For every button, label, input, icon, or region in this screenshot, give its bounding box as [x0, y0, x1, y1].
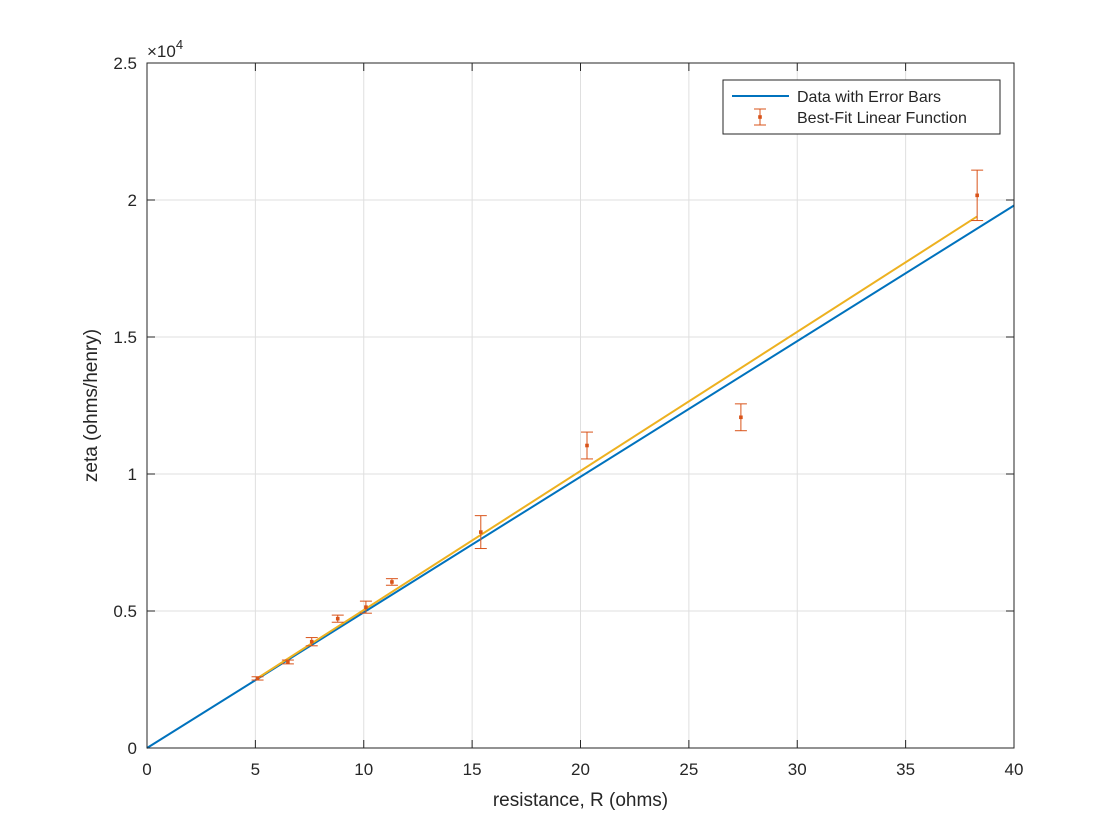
x-tick-label: 0: [142, 760, 151, 779]
legend-entry-best-fit-linear-function: Best-Fit Linear Function: [797, 110, 967, 127]
y-exponent-base: ×10: [147, 42, 176, 61]
x-tick-label: 25: [679, 760, 698, 779]
errorbar-point: [385, 578, 398, 586]
x-tick-label: 10: [354, 760, 373, 779]
errorbar-point: [359, 600, 372, 614]
y-axis-exponent: ×104: [147, 37, 183, 61]
data-point-marker: [975, 193, 979, 198]
legend-errorbar-marker: [758, 115, 762, 119]
legend-entry-data-with-error-bars: Data with Error Bars: [797, 89, 941, 106]
y-exponent-power: 4: [176, 37, 183, 52]
data-point-marker: [255, 676, 260, 681]
errorbar-point: [331, 614, 344, 623]
x-tick-label: 40: [1005, 760, 1024, 779]
data-point-marker: [390, 580, 394, 584]
legend: Data with Error Bars Best-Fit Linear Fun…: [722, 79, 1001, 135]
y-tick-label: 0: [128, 739, 137, 758]
series-line-fit: [257, 215, 978, 679]
y-axis-label: zeta (ohms/henry): [81, 329, 102, 482]
y-tick-label: 1.5: [113, 328, 137, 347]
x-tick-label: 30: [788, 760, 807, 779]
data-point-marker: [739, 415, 743, 420]
y-tick-label: 1: [128, 465, 137, 484]
errorbar-point: [971, 169, 984, 222]
errorbar-point: [251, 676, 264, 681]
x-tick-label: 5: [251, 760, 260, 779]
data-point-marker: [286, 660, 290, 664]
grid-layer: [146, 62, 1015, 749]
data-point-marker: [309, 639, 314, 644]
x-axis-label: resistance, R (ohms): [493, 790, 668, 811]
x-tick-label: 20: [571, 760, 590, 779]
series-layer: [146, 169, 1015, 749]
series-line-data-with-error-bars: [146, 204, 1015, 749]
x-tick-label: 15: [463, 760, 482, 779]
errorbar-point: [581, 431, 594, 460]
data-point-marker: [478, 530, 483, 534]
data-point-marker: [335, 616, 340, 621]
data-point-marker: [585, 443, 589, 448]
errorbar-point: [474, 515, 487, 550]
y-tick-label: 0.5: [113, 602, 137, 621]
errorbar-point: [305, 637, 318, 647]
errorbar-point: [734, 403, 747, 432]
legend-box: [722, 79, 1001, 135]
legend-errorbar-sample: [754, 108, 766, 126]
errorbar-point: [281, 659, 294, 665]
data-point-marker: [364, 605, 368, 609]
y-tick-label: 2.5: [113, 54, 137, 73]
tick-layer: 0 5 10 15 20 25 30 35 40 0 0.5 1 1.5 2 2.5: [113, 54, 1023, 779]
x-tick-label: 35: [896, 760, 915, 779]
y-tick-label: 2: [128, 191, 137, 210]
